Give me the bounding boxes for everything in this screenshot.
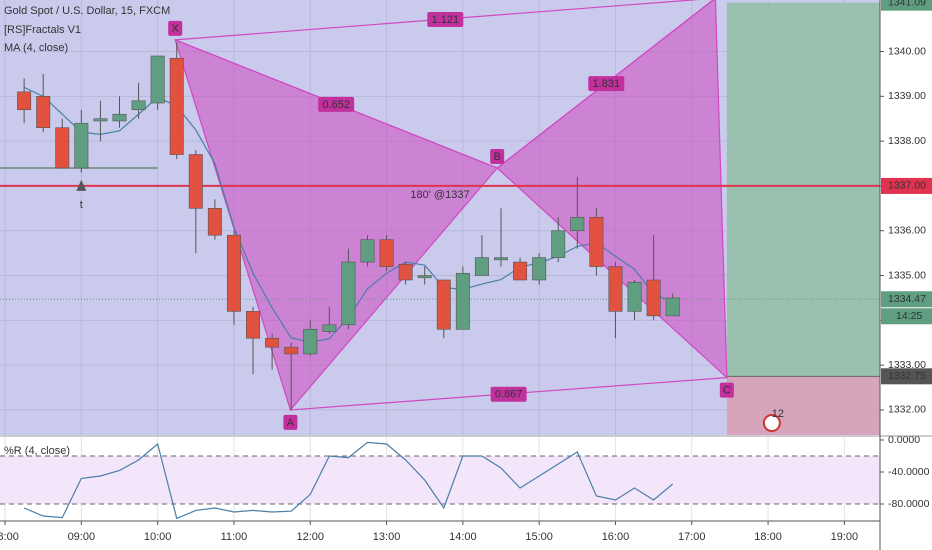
x-tick-label: 09:00 bbox=[68, 531, 96, 543]
ratio-label: 0.652 bbox=[322, 99, 350, 111]
candle-body bbox=[169, 57, 184, 155]
candle-body bbox=[188, 154, 203, 209]
candle-body bbox=[207, 208, 222, 236]
candle-body bbox=[284, 346, 299, 355]
candle-body bbox=[226, 234, 241, 312]
candle-body bbox=[131, 100, 146, 111]
y-tick-label: 1340.00 bbox=[888, 45, 926, 57]
candle-body bbox=[246, 311, 260, 339]
candle-body bbox=[417, 275, 432, 279]
ratio-box bbox=[318, 96, 355, 112]
point-box bbox=[490, 148, 505, 164]
point-box bbox=[719, 382, 734, 398]
price-tag bbox=[881, 368, 932, 385]
candle-body bbox=[17, 91, 32, 111]
y-tick-label: 1338.00 bbox=[888, 135, 926, 147]
ratio-box bbox=[427, 12, 464, 28]
x-tick-label: 11:00 bbox=[221, 531, 248, 543]
indicator-label: [RS]Fractals V1 bbox=[4, 24, 81, 36]
price-tag-label: 1332.75 bbox=[888, 370, 926, 382]
candle-body bbox=[474, 257, 489, 276]
point-label: X bbox=[172, 23, 180, 35]
candle-body bbox=[55, 127, 70, 169]
point-label: A bbox=[287, 417, 295, 429]
y-tick-label: 1339.00 bbox=[888, 90, 926, 102]
level-note: 180' @1337 bbox=[410, 189, 469, 201]
osc-band bbox=[0, 456, 880, 504]
ratio-label: 1.121 bbox=[432, 14, 460, 26]
fractal-label: t bbox=[80, 199, 83, 211]
candle-body bbox=[589, 216, 604, 267]
x-tick-label: 17:00 bbox=[678, 531, 706, 543]
candle-body bbox=[494, 257, 508, 261]
event-icon bbox=[762, 414, 781, 432]
price-tag bbox=[881, 291, 932, 308]
price-tag-label: 1337.00 bbox=[888, 180, 926, 192]
target-zone bbox=[726, 2, 880, 377]
osc-y-tick-label: -40.0000 bbox=[888, 466, 930, 478]
ratio-label: 1.831 bbox=[593, 78, 621, 90]
x-tick-label: 10:00 bbox=[144, 531, 172, 543]
x-tick-label: 13:00 bbox=[373, 531, 401, 543]
candle-body bbox=[513, 261, 528, 281]
stop-zone bbox=[726, 376, 880, 435]
price-tag bbox=[881, 0, 932, 11]
osc-line bbox=[23, 441, 674, 520]
candle-body bbox=[627, 281, 642, 312]
x-tick-label: 18:00 bbox=[754, 531, 782, 543]
candle-body bbox=[532, 257, 547, 281]
x-tick-label: 14:00 bbox=[449, 531, 477, 543]
point-label: C bbox=[723, 385, 731, 397]
osc-y-tick-label: 0.0000 bbox=[888, 434, 920, 446]
y-tick-label: 1336.00 bbox=[888, 224, 926, 236]
candle-body bbox=[379, 239, 394, 267]
candle-body bbox=[36, 96, 51, 128]
candle-body bbox=[455, 272, 470, 330]
point-label: B bbox=[494, 151, 501, 163]
point-box bbox=[168, 20, 183, 36]
candle-body bbox=[551, 230, 566, 258]
x-tick-label: 08:00 bbox=[0, 531, 19, 543]
event-label: 12 bbox=[772, 408, 784, 420]
countdown-label: 14:25 bbox=[896, 310, 922, 322]
candle-body bbox=[608, 266, 623, 312]
fractal-marker bbox=[76, 179, 87, 191]
candle-body bbox=[112, 113, 127, 122]
candle-body bbox=[360, 239, 375, 263]
price-tag-label: 1341.09 bbox=[888, 0, 926, 8]
y-tick-label: 1333.00 bbox=[888, 359, 926, 371]
osc-y-tick-label: -80.0000 bbox=[888, 498, 930, 510]
candle-body bbox=[436, 279, 451, 330]
price-tag-label: 1334.47 bbox=[888, 293, 926, 305]
y-tick-label: 1335.00 bbox=[888, 269, 926, 281]
candle-body bbox=[74, 122, 89, 169]
x-tick-label: 12:00 bbox=[296, 531, 324, 543]
indicator-label: MA (4, close) bbox=[4, 42, 68, 54]
osc-title: %R (4, close) bbox=[4, 445, 70, 457]
candle-body bbox=[265, 337, 280, 348]
candle-body bbox=[93, 118, 108, 122]
countdown-tag bbox=[881, 308, 932, 325]
ratio-box bbox=[490, 386, 527, 402]
candle-body bbox=[341, 261, 356, 326]
x-tick-label: 19:00 bbox=[831, 531, 859, 543]
candle-body bbox=[150, 55, 165, 104]
point-box bbox=[283, 414, 298, 430]
chart-title: Gold Spot / U.S. Dollar, 15, FXCM bbox=[4, 5, 170, 17]
candle-body bbox=[303, 328, 318, 355]
ratio-box bbox=[588, 76, 625, 92]
candle-body bbox=[398, 264, 413, 281]
x-tick-label: 16:00 bbox=[602, 531, 630, 543]
price-tag bbox=[881, 177, 932, 194]
y-tick-label: 1332.00 bbox=[888, 404, 926, 416]
candle-body bbox=[570, 216, 585, 232]
candle-body bbox=[646, 279, 661, 317]
candle-body bbox=[322, 324, 337, 332]
x-tick-label: 15:00 bbox=[525, 531, 553, 543]
ratio-label: 0.867 bbox=[495, 389, 523, 401]
candle-body bbox=[665, 297, 680, 317]
